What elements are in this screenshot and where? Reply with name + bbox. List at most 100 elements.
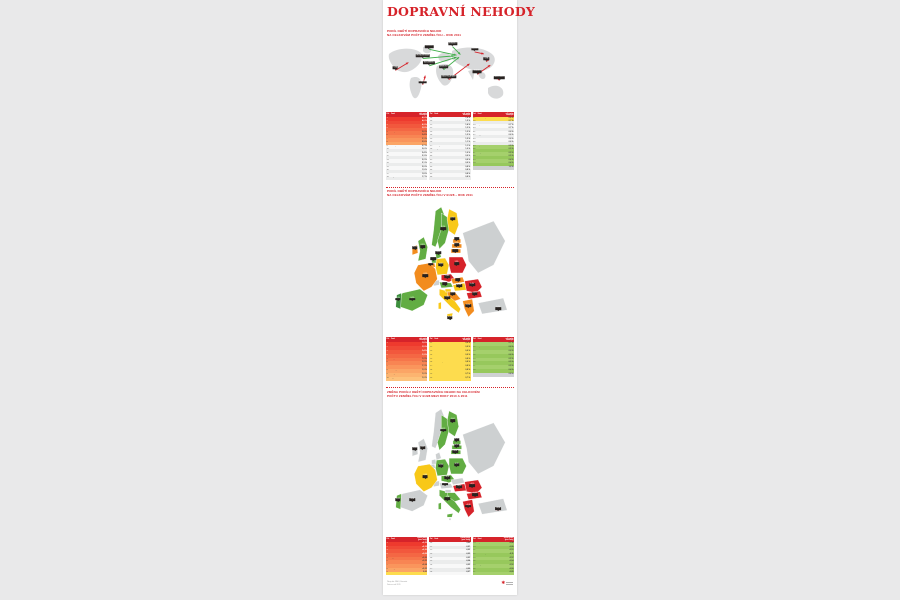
cell-value: 1,2 % [421, 357, 427, 360]
table-row: 14. Jihoafrická r. 2,1 % [386, 162, 428, 166]
cell-rank: 45. [473, 144, 476, 147]
table-header-cell: Země [391, 113, 395, 115]
cell-value: 1,6 % [465, 116, 471, 119]
table-row: 20. Itálie -0,09 [472, 546, 514, 550]
cell-country: Norsko [477, 131, 484, 133]
table-row: 16. Dánsko -0,05 [429, 564, 471, 568]
map-callout: +0,04 [441, 482, 448, 486]
table-row: 11. Lucembursko -0,01 [429, 546, 471, 550]
cell-rank: 24. [473, 560, 476, 563]
cell-rank: 50. [473, 162, 476, 165]
map-callout: -0,02 [419, 445, 426, 450]
cell-rank: 16. [429, 361, 433, 364]
table-row: 18. Slovinsko -0,07 [429, 571, 471, 576]
cell-value: 0,5 % [508, 148, 514, 151]
country-sardinia [438, 301, 442, 310]
cell-value: 1,0 % [421, 373, 427, 376]
cell-rank: 15. [386, 165, 390, 168]
table-header-cell: Země [477, 113, 482, 115]
table-row: 13. Velká Británie -0,02 [429, 552, 471, 557]
table-row: 17. Turecko 1,8 % [386, 173, 428, 177]
table-row: 10. Malta 0,00 [429, 541, 471, 546]
cell-rank: 5. [386, 130, 389, 133]
arrowhead-icon [466, 63, 470, 67]
footer: Zdroj dat: WHO, Eurostat Data za rok 201… [387, 580, 513, 593]
country-malta [448, 518, 452, 521]
table-row: 5. Lotyšsko 1,2 % [386, 357, 428, 362]
cell-country: Velká Británie [434, 553, 446, 555]
cell-country: Itálie [477, 546, 482, 548]
section2-heading-line2: NA CELKOVÉM POČTU ZEMŘELÝCH V EU28 – ROK… [387, 193, 473, 198]
table-row: 12. Francie 0,9 % [429, 345, 471, 350]
cell-value: 4,9 % [421, 116, 427, 119]
cell-country: Portugalsko [434, 145, 445, 147]
callout-arrow [429, 48, 457, 56]
table-row: 3. Maďarsko +0,10 [386, 549, 428, 554]
cell-value: 4,6 % [421, 120, 427, 123]
cell-value: -0,10 [509, 549, 514, 552]
cell-value: -0,06 [465, 567, 471, 570]
callout-arrow [422, 55, 454, 59]
cell-value: 0,8 % [465, 169, 471, 172]
cell-value: 1,1 % [465, 144, 471, 147]
table-header-cell: Změna podílu (proc. body) [460, 537, 471, 541]
cell-rank: 10. [386, 148, 390, 151]
ranking-table-world: Poř. Země Podíl obětí na celk. počtu zemře… [386, 112, 514, 180]
table-header: Poř. Země Změna podílu (proc. body) [429, 537, 471, 542]
cell-country: Island [477, 142, 483, 144]
cell-value: 1,2 % [465, 137, 471, 140]
cell-rank: 8. [386, 369, 389, 372]
cell-country: Nizozemsko [477, 156, 488, 158]
footer-source-line1: Zdroj dat: WHO, Eurostat [387, 581, 408, 583]
table-row: 8. Portugalsko 1,0 % [386, 369, 428, 374]
table-row: 17. Slovensko 0,8 % [429, 365, 471, 370]
table-row: 40. Dánsko 0,7 % [472, 127, 514, 131]
table-row: 18. Estonsko 0,8 % [429, 369, 471, 374]
map-callout: 1,2% [471, 291, 478, 296]
cell-value: 0,6 % [508, 349, 514, 352]
table-row: 28. Belgie 1,0 % [429, 148, 471, 152]
cell-rank: 7. [386, 365, 389, 368]
table-row: 46. Německo 0,5 % [472, 148, 514, 152]
map-callout: 0,8% [456, 284, 462, 288]
country-east [462, 422, 506, 475]
cell-value: +0,03 [422, 567, 427, 570]
map-callout: 0,7% [449, 216, 456, 221]
cell-country: Česká republika [477, 117, 492, 119]
cell-value: 0,00 [466, 541, 471, 544]
map-callout: 1,2% [453, 242, 460, 246]
cell-country: Rumunsko [391, 542, 401, 544]
cell-country: Nizozemsko [434, 550, 445, 552]
table-row: 16. Indie 1,9 % [386, 169, 428, 173]
cell-rank: 44. [473, 141, 476, 144]
country-sicily [446, 513, 454, 518]
cell-country: Austrálie [434, 121, 442, 123]
cell-value: -0,12 [509, 556, 514, 559]
table-row: 23. Švédsko -0,12 [472, 556, 514, 561]
cell-value: 0,8 % [465, 165, 471, 168]
table-row: 7. Chorvatsko 1,1 % [386, 365, 428, 370]
cell-country: Chorvatsko [434, 568, 444, 570]
cell-country: Portugalsko [391, 370, 401, 372]
table-row: 47. Švýcarsko 0,5 % [472, 152, 514, 156]
cell-value: 0,00 [423, 571, 427, 574]
table-row: 1. Omán 4,9 % [386, 116, 428, 121]
cell-rank: 31. [429, 158, 433, 161]
country-netherlands [431, 458, 437, 465]
cell-value: -0,02 [465, 552, 471, 555]
map-callout: 0,6% [435, 251, 442, 255]
cell-rank: 1. [386, 116, 389, 119]
country-croatia [446, 492, 462, 502]
cell-rank: 11. [429, 341, 433, 344]
map-callout: BRAZÍLIE [418, 80, 428, 84]
cell-rank: 21. [473, 549, 476, 552]
table-row: 14. Slovinsko 0,9 % [429, 353, 471, 358]
cell-rank: 27. [429, 144, 433, 147]
cell-rank: 38. [473, 120, 476, 123]
cell-country: Lucembursko [477, 138, 490, 140]
cell-country: Finsko [477, 121, 484, 123]
map-callout: -0,12 [440, 428, 446, 432]
section3-heading-line2: POČTU ZEMŘELÝCH V EU28 MEZI ROKY 2010 A … [387, 394, 468, 399]
country-finland [446, 208, 459, 236]
